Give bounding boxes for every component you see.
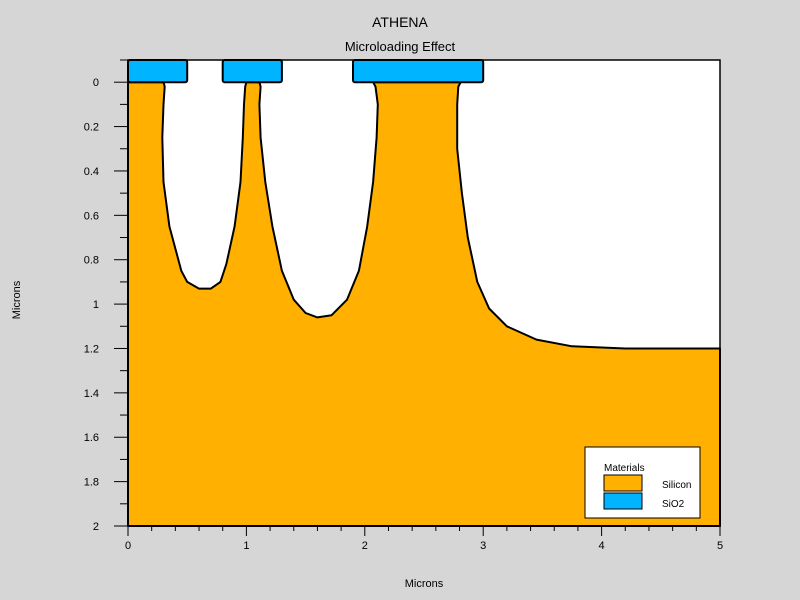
- legend-label-sio2: SiO2: [662, 499, 685, 510]
- y-axis: 0 0.2 0.4 0.6 0.8 1 1.2 1.4 1.6 1.8 2: [84, 59, 128, 533]
- y-tick-label: 0: [93, 77, 99, 89]
- x-tick-label: 4: [599, 540, 605, 552]
- y-axis-label: Microns: [11, 280, 23, 319]
- legend-label-silicon: Silicon: [662, 480, 691, 491]
- silicon-region: [127, 81, 721, 527]
- x-axis-label: Microns: [405, 578, 444, 590]
- legend-title: Materials: [604, 463, 645, 474]
- x-tick-label: 0: [125, 540, 131, 552]
- y-tick-label: 1.2: [84, 343, 99, 355]
- y-tick-label: 0.6: [84, 210, 99, 222]
- sio2-block: [352, 59, 485, 84]
- y-tick-label: 0.4: [84, 166, 99, 178]
- legend-swatch-sio2: [603, 492, 643, 510]
- chart-title: ATHENA: [372, 14, 428, 30]
- legend: Materials Silicon SiO2: [584, 446, 701, 519]
- y-tick-label: 0.2: [84, 122, 99, 134]
- y-tick-label: 1.4: [84, 388, 99, 400]
- sio2-block: [221, 59, 283, 84]
- y-tick-label: 2: [93, 521, 99, 533]
- x-tick-label: 1: [243, 540, 249, 552]
- y-tick-label: 0.8: [84, 255, 99, 267]
- legend-swatch-silicon: [603, 474, 643, 492]
- y-tick-label: 1: [93, 299, 99, 311]
- x-axis: 0 1 2 3 4 5: [125, 526, 723, 552]
- x-tick-label: 5: [717, 540, 723, 552]
- plot-frame: [127, 59, 721, 527]
- sio2-block: [127, 59, 189, 84]
- y-tick-label: 1.6: [84, 432, 99, 444]
- chart-subtitle: Microloading Effect: [345, 39, 456, 54]
- y-tick-label: 1.8: [84, 477, 99, 489]
- x-tick-label: 3: [480, 540, 486, 552]
- x-tick-label: 2: [362, 540, 368, 552]
